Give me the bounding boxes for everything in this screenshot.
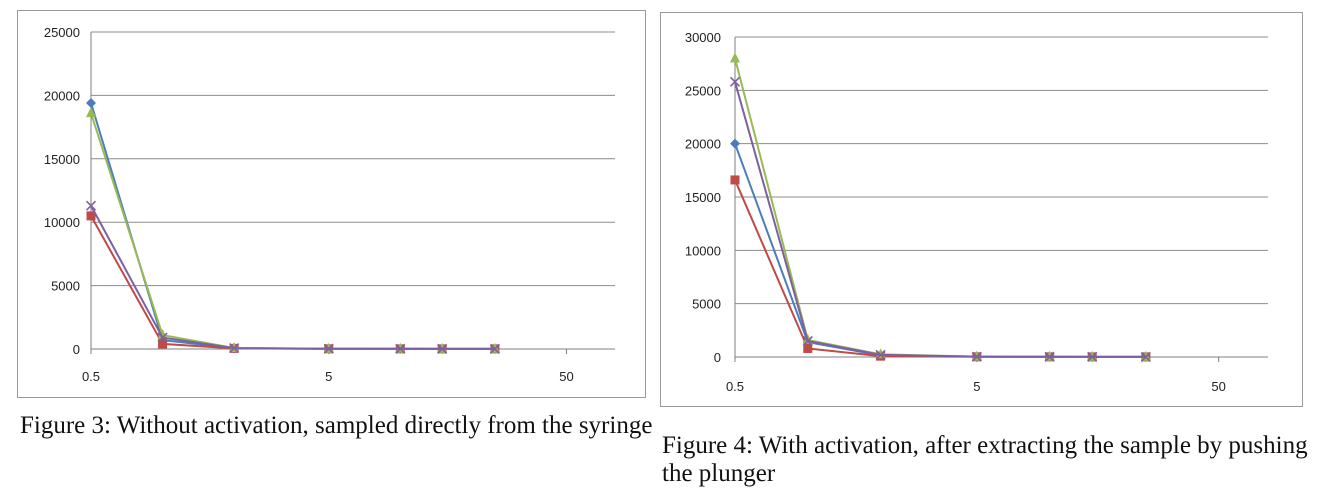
series-line-1: [90, 215, 495, 350]
series-line-3: [734, 81, 1146, 358]
data-point-series-1: [86, 211, 96, 221]
y-tick-label: 20000: [44, 88, 80, 103]
series-line-1: [734, 179, 1146, 358]
series-line-2: [90, 112, 495, 350]
figure-3-caption: Figure 3: Without activation, sampled di…: [20, 412, 653, 439]
data-point-series-3: [729, 76, 741, 87]
data-point-series-3: [437, 343, 448, 354]
data-point-series-1: [803, 343, 813, 353]
series-line-0: [90, 102, 495, 350]
y-tick-label: 30000: [685, 30, 721, 45]
data-point-series-2: [730, 52, 740, 63]
data-point-series-1: [158, 339, 168, 349]
data-point-series-3: [489, 343, 500, 354]
data-point-series-3: [971, 351, 982, 362]
chart-panel-figure-4: 0 5000 10000 15000 20000 25000 30000 0.5 5 50: [660, 12, 1303, 407]
data-point-series-3: [1140, 351, 1151, 362]
data-point-series-1: [730, 175, 740, 185]
y-tick-label: 5000: [692, 297, 721, 312]
data-point-series-2: [157, 329, 168, 340]
chart-svg-figure-3: 0 5000 10000 15000 20000 25000 0.5 5 50: [44, 25, 615, 384]
data-point-series-3: [85, 200, 97, 211]
y-tick-label: 5000: [51, 279, 80, 294]
y-tick-label: 20000: [685, 137, 721, 152]
y-tick-label: 15000: [685, 190, 721, 205]
y-tick-label: 10000: [44, 215, 80, 230]
series-line-3: [90, 205, 495, 350]
data-point-series-3: [1087, 351, 1098, 362]
data-point-series-2: [86, 107, 96, 118]
y-tick-label: 25000: [44, 25, 80, 40]
data-point-series-3: [229, 343, 240, 354]
x-tick-label: 5: [325, 369, 332, 384]
y-tick-label: 25000: [685, 83, 721, 98]
data-point-series-3: [323, 343, 334, 354]
data-point-series-3: [1044, 351, 1055, 362]
chart-panel-figure-3: 0 5000 10000 15000 20000 25000 0.5 5 50: [17, 10, 646, 398]
data-point-series-3: [395, 343, 406, 354]
x-tick-label: 0.5: [82, 369, 100, 384]
data-point-series-3: [802, 335, 813, 347]
y-tick-label: 0: [714, 350, 721, 365]
y-tick-label: 10000: [685, 243, 721, 258]
x-tick-label: 5: [973, 379, 980, 394]
x-tick-label: 50: [559, 369, 573, 384]
x-tick-label: 0.5: [726, 379, 744, 394]
data-point-series-0: [730, 138, 740, 149]
y-tick-label: 0: [73, 342, 80, 357]
x-tick-label: 50: [1211, 379, 1225, 394]
data-point-series-3: [875, 349, 886, 360]
figure-4-caption: Figure 4: With activation, after extract…: [662, 432, 1308, 487]
chart-svg-figure-4: 0 5000 10000 15000 20000 25000 30000 0.5 5 50: [685, 30, 1268, 394]
data-point-series-0: [86, 98, 96, 109]
y-tick-label: 15000: [44, 152, 80, 167]
data-point-series-3: [157, 332, 168, 343]
